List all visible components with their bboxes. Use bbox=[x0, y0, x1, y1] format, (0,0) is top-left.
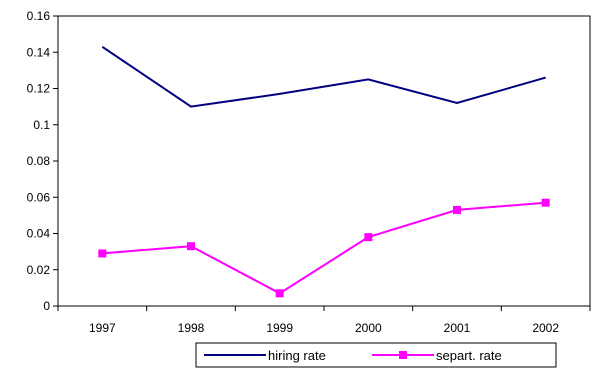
x-tick-label: 1997 bbox=[89, 321, 116, 335]
x-tick-label: 2001 bbox=[444, 321, 471, 335]
legend-label-0: hiring rate bbox=[268, 348, 326, 363]
y-tick-label: 0.1 bbox=[33, 118, 50, 132]
y-tick-label: 0.16 bbox=[27, 9, 51, 23]
data-point bbox=[98, 249, 107, 258]
y-tick-label: 0.08 bbox=[27, 154, 51, 168]
plot-area bbox=[57, 15, 591, 307]
x-tick-label: 1999 bbox=[266, 321, 293, 335]
data-point bbox=[364, 233, 373, 242]
y-tick-label: 0.12 bbox=[27, 82, 51, 96]
legend-marker-1 bbox=[399, 351, 407, 359]
data-point bbox=[541, 198, 550, 207]
data-point bbox=[275, 289, 284, 298]
y-tick-label: 0.06 bbox=[27, 190, 51, 204]
series-line-1 bbox=[102, 201, 546, 295]
y-tick-label: 0.04 bbox=[27, 227, 51, 241]
y-tick-label: 0 bbox=[43, 299, 50, 313]
y-axis: 0 0.02 0.04 0.06 0.08 0.1 0.12 0.14 0.16 bbox=[27, 9, 58, 313]
y-tick-label: 0.14 bbox=[27, 45, 51, 59]
x-tick-label: 1998 bbox=[178, 321, 205, 335]
series-line-0 bbox=[101, 45, 546, 108]
y-tick-label: 0.02 bbox=[27, 263, 51, 277]
legend: hiring rate separt. rate bbox=[195, 342, 557, 368]
x-tick-label: 2002 bbox=[532, 321, 559, 335]
x-tick-label: 2000 bbox=[355, 321, 382, 335]
data-point bbox=[453, 205, 461, 214]
x-axis: 1997 1998 1999 2000 2001 2002 bbox=[57, 306, 591, 335]
legend-label-1: separt. rate bbox=[436, 348, 502, 363]
series-layer bbox=[98, 45, 550, 298]
data-point bbox=[187, 242, 195, 251]
